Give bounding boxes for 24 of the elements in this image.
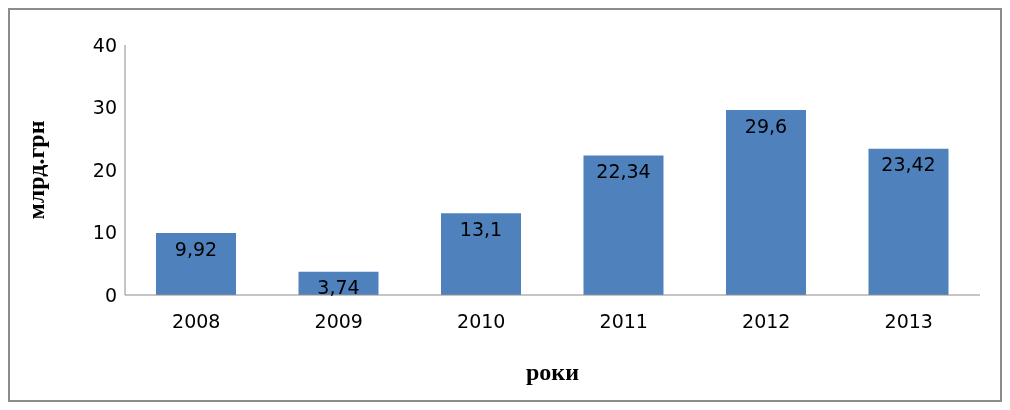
y-tick-label: 40 <box>92 33 117 56</box>
y-tick-label: 30 <box>92 96 117 119</box>
x-tick-label: 2012 <box>742 310 791 333</box>
y-axis-title: млрд.грн <box>22 120 49 220</box>
bar <box>156 233 236 295</box>
x-tick-label: 2009 <box>314 310 363 333</box>
x-axis-title: роки <box>525 359 580 385</box>
data-label: 9,92 <box>174 237 218 260</box>
bar <box>868 148 949 295</box>
data-label: 13,1 <box>459 217 503 240</box>
data-label: 29,6 <box>744 114 788 137</box>
data-label: 23,42 <box>881 153 936 176</box>
data-label: 22,34 <box>596 159 651 182</box>
y-tick-label: 10 <box>92 221 117 244</box>
x-tick-label: 2010 <box>457 310 506 333</box>
x-tick-label: 2013 <box>884 310 933 333</box>
data-label: 3,74 <box>317 276 360 299</box>
bar <box>726 110 806 295</box>
bar <box>583 155 664 295</box>
bar <box>441 213 521 295</box>
y-tick-label: 0 <box>104 283 117 306</box>
x-tick-label: 2008 <box>172 310 221 333</box>
y-tick-label: 20 <box>92 158 117 181</box>
x-tick-label: 2011 <box>599 310 648 333</box>
